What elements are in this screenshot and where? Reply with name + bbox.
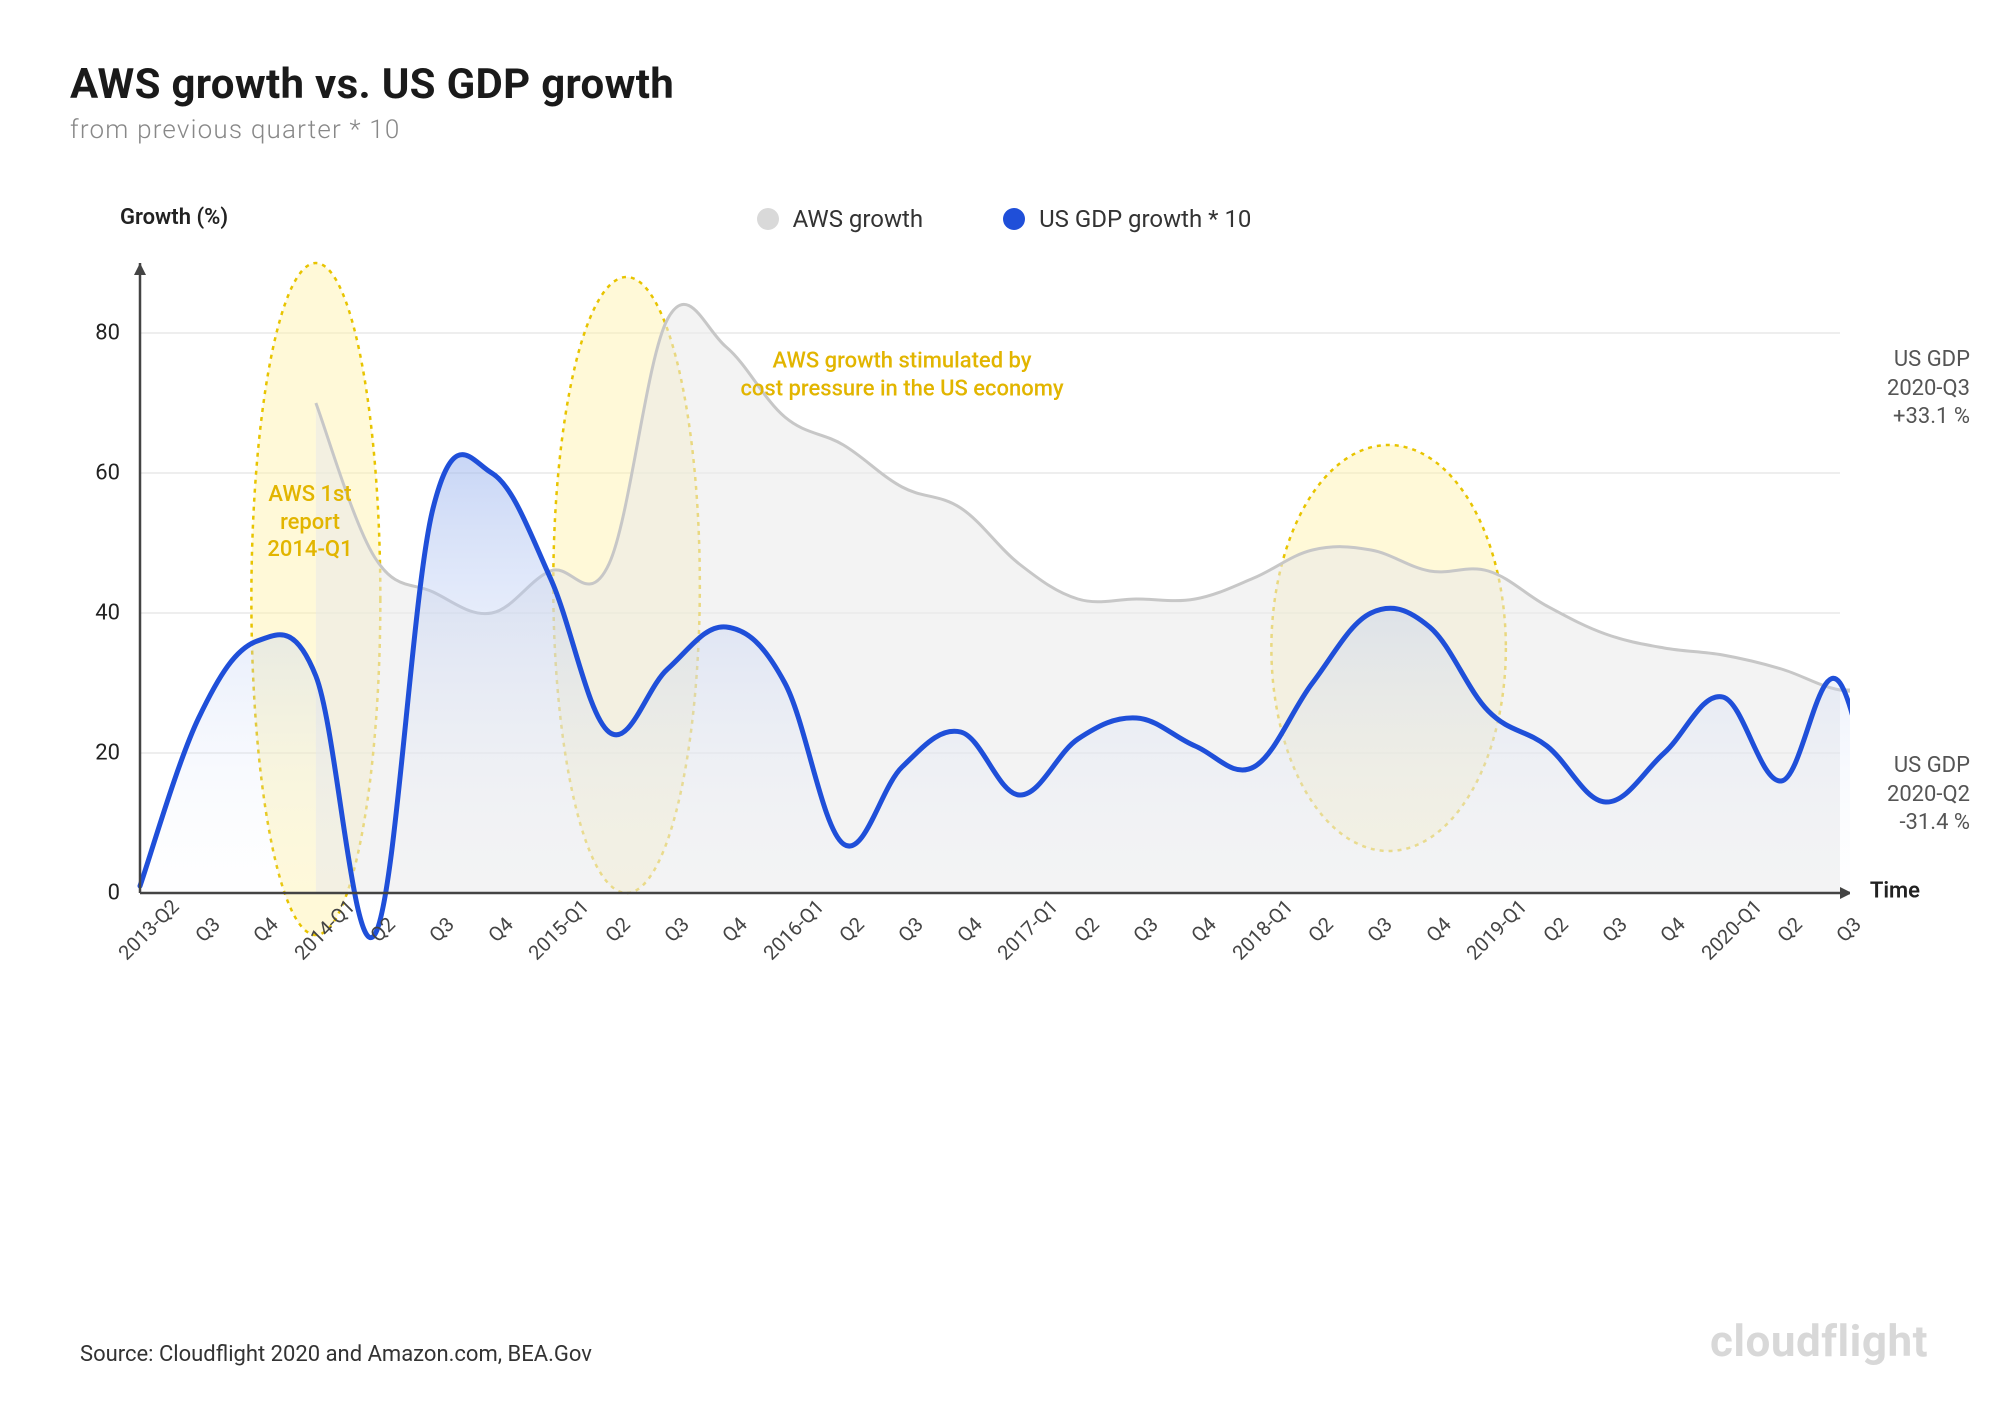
legend-label-aws: AWS growth [793,205,924,233]
chart-area: Growth (%) Time 0204060802013-Q2Q3Q42014… [130,253,1850,973]
chart-title: AWS growth vs. US GDP growth [70,60,1938,109]
y-tick: 80 [80,321,120,346]
y-tick: 60 [80,461,120,486]
y-axis-label: Growth (%) [120,205,228,230]
annotation: AWS growth stimulated bycost pressure in… [740,348,1063,403]
brand-logo: cloudflight [1710,1315,1928,1367]
legend-swatch-aws [757,208,779,230]
side-annotation: US GDP2020-Q2-31.4 % [1887,752,1970,838]
side-annotation: US GDP2020-Q3+33.1 % [1887,346,1970,432]
legend: AWS growth US GDP growth * 10 [70,205,1938,233]
y-tick: 40 [80,601,120,626]
footer: Source: Cloudflight 2020 and Amazon.com,… [80,1315,1928,1367]
legend-item-gdp: US GDP growth * 10 [1003,205,1251,233]
chart-subtitle: from previous quarter * 10 [70,115,1938,145]
x-axis-label: Time [1870,879,1920,904]
legend-label-gdp: US GDP growth * 10 [1039,205,1251,233]
y-tick: 0 [80,881,120,906]
legend-swatch-gdp [1003,208,1025,230]
annotation: AWS 1streport2014-Q1 [267,481,352,564]
y-tick: 20 [80,741,120,766]
legend-item-aws: AWS growth [757,205,924,233]
source-text: Source: Cloudflight 2020 and Amazon.com,… [80,1342,592,1367]
